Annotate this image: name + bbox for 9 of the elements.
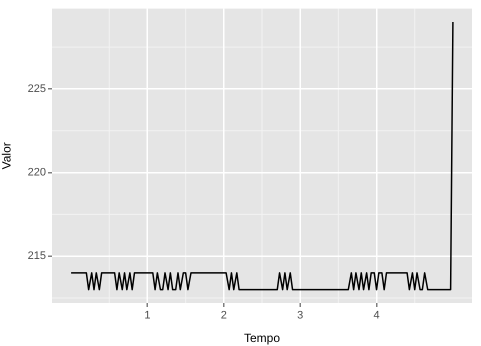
y-tick-label: 220 xyxy=(28,166,46,179)
x-tick-label: 3 xyxy=(297,310,304,322)
y-tick-label: 215 xyxy=(28,250,46,262)
y-tick-label: 225 xyxy=(28,82,46,95)
x-tick-label: 1 xyxy=(144,310,151,322)
x-tick-label: 4 xyxy=(373,310,380,322)
x-axis-title: Tempo xyxy=(244,331,280,346)
y-axis-title: Valor xyxy=(0,142,14,170)
x-tick-label: 2 xyxy=(220,310,227,322)
